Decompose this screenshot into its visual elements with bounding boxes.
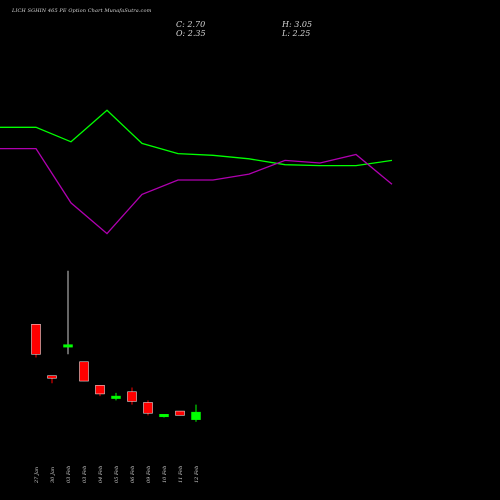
x-tick-label: 09 Feb (146, 466, 152, 483)
chart-title: LICH SGHIN 465 PE Option Chart MunafaSut… (12, 8, 152, 14)
candle-6 (127, 387, 137, 405)
x-tick-label: 03 Feb (82, 466, 88, 483)
candle-8 (159, 414, 169, 418)
x-tick-label: 04 Feb (98, 466, 104, 483)
close-value: C: 2.70 (176, 20, 206, 29)
candle-body (47, 375, 57, 379)
x-tick-label: 06 Feb (130, 466, 136, 483)
candle-0 (31, 324, 41, 358)
candle-1 (47, 375, 57, 384)
candle-body (31, 324, 41, 355)
low-value: L: 2.25 (282, 29, 311, 38)
x-tick-label: 10 Feb (162, 466, 168, 483)
candle-5 (111, 392, 121, 401)
magenta-indicator-line (0, 147, 393, 235)
green-indicator-line (0, 109, 393, 167)
candle-body (63, 344, 73, 348)
x-tick-label: 30 Jan (50, 467, 56, 483)
x-axis-ticks: 27 Jan 30 Jan 03 Feb 03 Feb 04 Feb 05 Feb 06 F… (34, 466, 200, 484)
candle-body (127, 391, 137, 402)
high-value: H: 3.05 (282, 20, 313, 29)
candle-body (79, 361, 89, 382)
x-tick-label: 11 Feb (178, 466, 184, 483)
open-value: O: 2.35 (176, 29, 206, 38)
candle-body (191, 411, 201, 420)
candle-body (159, 414, 169, 418)
candle-10 (191, 404, 201, 422)
candle-7 (143, 400, 153, 416)
x-tick-label: 05 Feb (114, 466, 120, 483)
x-tick-label: 03 Feb (66, 466, 72, 483)
candle-body (95, 385, 105, 395)
candle-body (111, 395, 121, 399)
candle-body (143, 402, 153, 414)
candle-3 (79, 361, 89, 382)
candle-body (175, 410, 185, 416)
x-tick-label: 27 Jan (34, 467, 40, 484)
x-tick-label: 12 Feb (194, 466, 200, 483)
candle-2 (63, 270, 73, 355)
candle-9 (175, 410, 185, 416)
candle-4 (95, 385, 105, 397)
indicator-lines (0, 109, 393, 235)
candlesticks (31, 270, 201, 422)
